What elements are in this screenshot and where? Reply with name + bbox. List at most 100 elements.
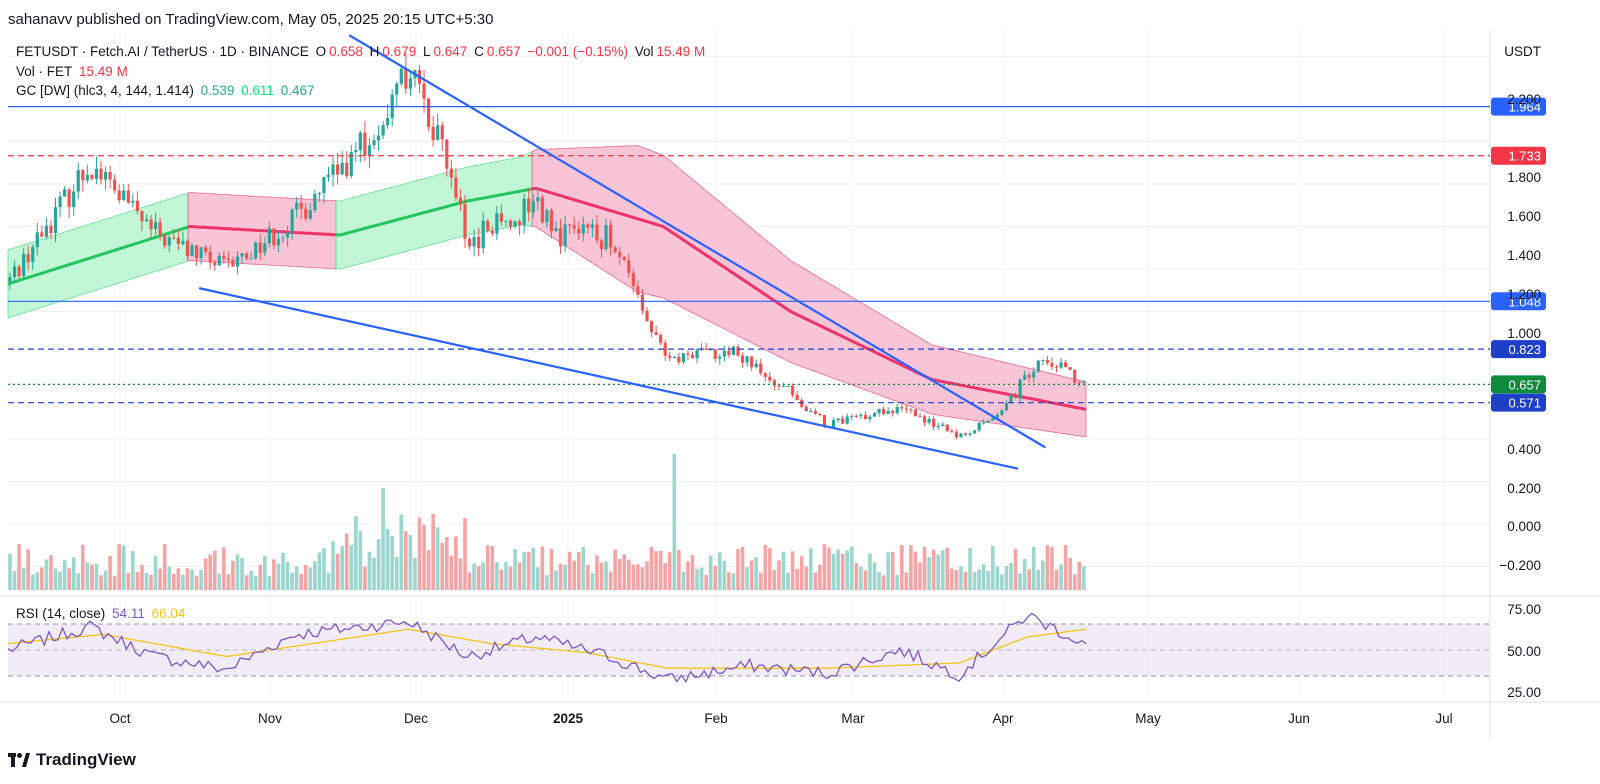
candle-body bbox=[222, 255, 226, 259]
candle-body bbox=[627, 260, 631, 273]
volume-bar bbox=[103, 570, 108, 590]
volume-bar bbox=[426, 550, 431, 590]
candle-body bbox=[913, 409, 918, 417]
volume-bar bbox=[749, 560, 754, 590]
volume-bar bbox=[440, 542, 445, 590]
volume-bar bbox=[1009, 562, 1013, 590]
volume-bar bbox=[390, 535, 394, 590]
volume-bar bbox=[636, 564, 640, 590]
candle-body bbox=[549, 210, 554, 232]
volume-bar bbox=[927, 556, 931, 590]
volume-bar bbox=[581, 546, 586, 590]
candle-body bbox=[445, 139, 449, 169]
volume-bar bbox=[868, 553, 872, 590]
volume-bar bbox=[504, 562, 508, 590]
candle-body bbox=[372, 140, 376, 146]
rsi-background bbox=[8, 623, 1490, 677]
footer: TradingView bbox=[0, 740, 1600, 784]
volume-bar bbox=[640, 567, 645, 590]
candle-body bbox=[813, 411, 817, 414]
time-tick: Apr bbox=[992, 711, 1014, 726]
volume-bar bbox=[149, 575, 153, 590]
volume-bar bbox=[818, 564, 822, 590]
volume-bar bbox=[576, 551, 581, 590]
volume-bar bbox=[718, 552, 722, 590]
candle-body bbox=[513, 221, 517, 227]
volume-bar bbox=[35, 572, 40, 590]
volume-bar bbox=[445, 537, 449, 590]
volume-bar bbox=[249, 570, 253, 590]
time-tick: Feb bbox=[704, 711, 727, 726]
candle-body bbox=[904, 408, 908, 410]
candle-body bbox=[736, 346, 740, 356]
volume-bar bbox=[963, 571, 968, 590]
candle-body bbox=[599, 240, 604, 250]
candle-body bbox=[690, 354, 695, 359]
volume-bar bbox=[94, 563, 99, 590]
volume-bar bbox=[217, 573, 222, 590]
volume-bar bbox=[331, 541, 335, 590]
volume-bar bbox=[399, 514, 404, 590]
volume-bar bbox=[599, 562, 604, 590]
tradingview-logo[interactable]: TradingView bbox=[8, 750, 136, 770]
volume-bar bbox=[604, 561, 608, 590]
candle-body bbox=[399, 68, 403, 84]
volume-bar bbox=[1031, 546, 1036, 590]
candle-body bbox=[804, 406, 808, 412]
volume-bar bbox=[540, 546, 545, 590]
volume-bar bbox=[176, 568, 181, 590]
volume-bar bbox=[222, 547, 226, 590]
volume-bar bbox=[358, 530, 363, 590]
candle-body bbox=[791, 385, 795, 396]
volume-bar bbox=[754, 556, 758, 590]
volume-bar bbox=[299, 573, 303, 590]
candle-body bbox=[1064, 362, 1068, 368]
volume-bar bbox=[704, 574, 708, 590]
rsi-legend: RSI (14, close) 54.11 66.04 bbox=[16, 606, 188, 621]
candle-body bbox=[750, 356, 754, 368]
candle-body bbox=[686, 353, 690, 355]
price-label-bg bbox=[1491, 375, 1546, 394]
candle-body bbox=[995, 414, 999, 418]
candle-body bbox=[941, 424, 945, 426]
candle-body bbox=[668, 355, 672, 358]
volume-bar bbox=[950, 568, 954, 590]
candle-body bbox=[1054, 366, 1059, 368]
volume-bar bbox=[144, 573, 149, 590]
price-label-bg bbox=[1491, 292, 1546, 311]
volume-bar bbox=[881, 575, 886, 590]
candle-body bbox=[354, 150, 358, 153]
candle-body bbox=[427, 98, 431, 127]
volume-bar bbox=[303, 564, 308, 590]
volume-bar bbox=[53, 568, 58, 590]
candle-body bbox=[854, 415, 858, 417]
volume-line-label: Vol · FET bbox=[16, 64, 73, 79]
volume-bar bbox=[181, 574, 185, 590]
volume-bar bbox=[1050, 547, 1054, 590]
candle-body bbox=[918, 416, 922, 418]
candle-body bbox=[326, 174, 331, 178]
symbol-legend: FETUSDT · Fetch.AI / TetherUS · 1D · BIN… bbox=[16, 44, 708, 59]
volume-bar bbox=[617, 558, 622, 590]
gc-value-1: 0.539 bbox=[200, 83, 235, 98]
candle-body bbox=[495, 213, 499, 234]
candle-body bbox=[117, 190, 121, 201]
volume-bar bbox=[44, 559, 49, 590]
volume-bar bbox=[536, 567, 540, 590]
price-chart[interactable]: 1.964 1.733 1.048 0.823 0.657 0.571 2.200 1.800… bbox=[0, 30, 1600, 740]
candle-body bbox=[595, 224, 599, 241]
volume-bar bbox=[158, 568, 162, 590]
volume-bar bbox=[608, 571, 613, 590]
candle-body bbox=[654, 332, 658, 336]
volume-bar bbox=[531, 547, 536, 590]
candle-body bbox=[527, 198, 531, 213]
rsi-ma-value: 66.04 bbox=[151, 606, 186, 621]
candle-body bbox=[135, 200, 139, 212]
volume-bar bbox=[827, 547, 831, 590]
candle-body bbox=[395, 83, 399, 95]
volume-bar bbox=[385, 528, 390, 590]
volume-bar bbox=[1018, 573, 1022, 590]
volume-bar bbox=[90, 564, 94, 590]
candle-body bbox=[645, 310, 649, 322]
volume-bar bbox=[795, 569, 799, 590]
